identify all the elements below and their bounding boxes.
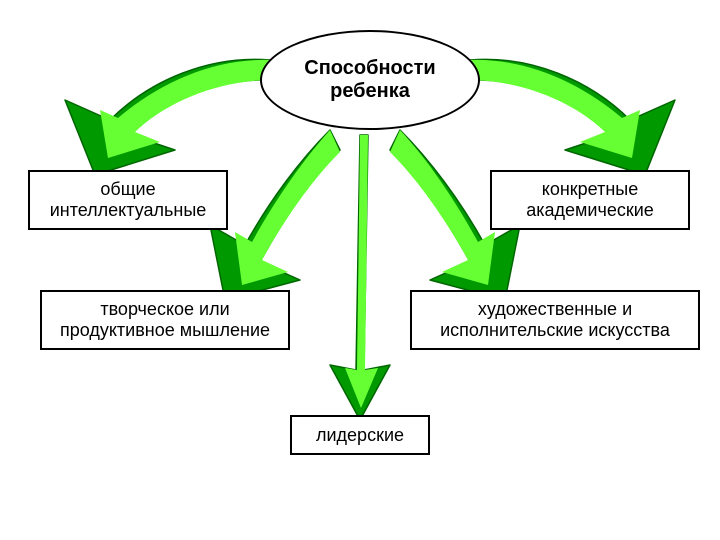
node-creative-productive-label: творческое или продуктивное мышление [60,299,270,340]
arrow-general-intellectual [65,59,272,175]
node-artistic-performing-label: художественные и исполнительские искусст… [440,299,670,340]
node-specific-academic-label: конкретные академические [526,179,654,220]
arrow-leadership [330,135,390,420]
node-specific-academic: конкретные академические [490,170,690,230]
central-node-label: Способности ребенка [304,57,435,103]
arrow-general-intellectual-highlight [100,60,272,158]
arrow-specific-academic [468,59,675,175]
node-creative-productive: творческое или продуктивное мышление [40,290,290,350]
arrow-leadership-highlight [345,135,378,408]
arrow-artistic-performing-highlight [390,130,495,285]
arrow-creative-productive [210,130,340,300]
arrow-specific-academic-highlight [468,60,640,158]
node-general-intellectual-label: общие интеллектуальные [50,179,207,220]
diagram-canvas: { "diagram": { "type": "flowchart", "bac… [0,0,720,540]
node-artistic-performing: художественные и исполнительские искусст… [410,290,700,350]
arrow-creative-productive-highlight [235,130,340,285]
central-node: Способности ребенка [260,30,480,130]
node-leadership: лидерские [290,415,430,455]
node-leadership-label: лидерские [316,425,404,446]
node-general-intellectual: общие интеллектуальные [28,170,228,230]
